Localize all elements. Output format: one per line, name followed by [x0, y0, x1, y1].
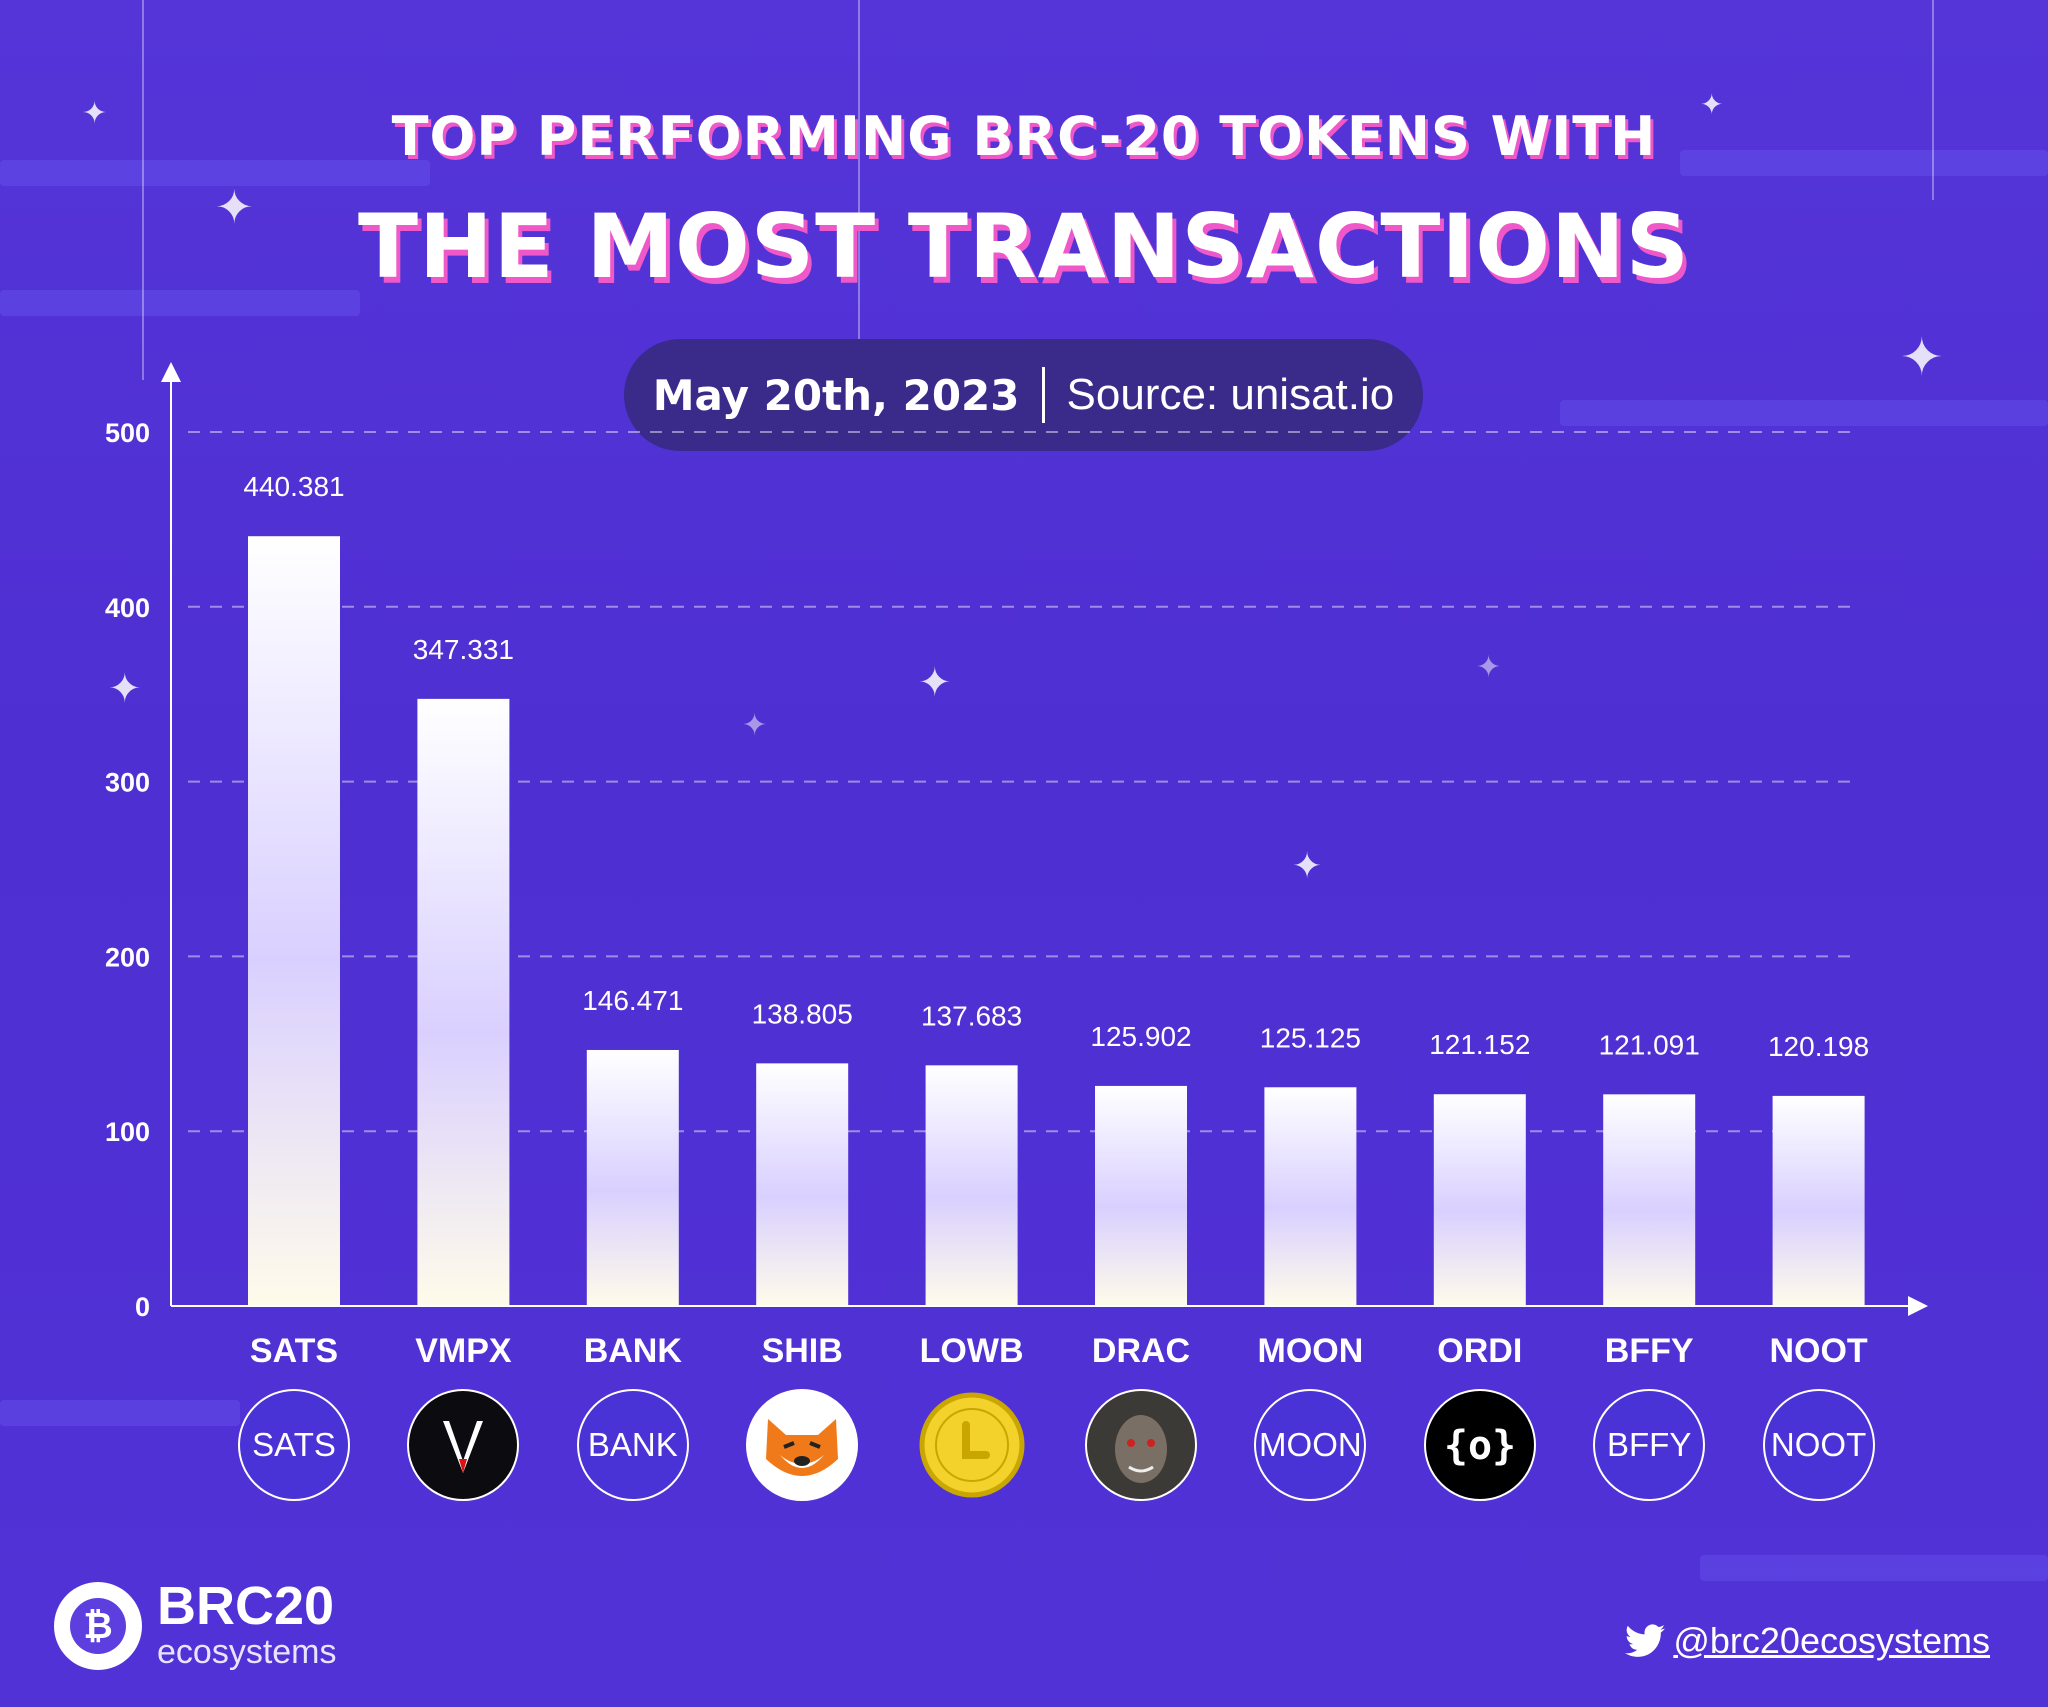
- pill-divider: [1041, 367, 1045, 423]
- token-badge-bffy: BFFY: [1593, 1389, 1706, 1501]
- token-badge-label: NOOT: [1770, 1426, 1867, 1463]
- y-tick-label: 500: [105, 418, 150, 448]
- bar-shib: [756, 1063, 849, 1306]
- category-label: VMPX: [415, 1332, 512, 1370]
- date-source-pill: May 20th, 2023 Source: unisat.io: [624, 339, 1423, 451]
- sparkle-icon: ✦: [1700, 88, 1724, 121]
- y-tick-label: 0: [135, 1292, 150, 1322]
- token-badge-label: MOON: [1259, 1426, 1362, 1463]
- value-label: 121.091: [1599, 1029, 1700, 1060]
- sparkle-icon: ✦: [215, 180, 254, 234]
- token-icon-row: SATS BANK MOON {o} BFFY NOOT: [0, 1389, 2048, 1505]
- value-label: 120.198: [1768, 1031, 1869, 1062]
- y-tick-label: 100: [105, 1117, 150, 1147]
- title-line-1: TOP PERFORMING BRC-20 TOKENS WITH: [391, 105, 1657, 168]
- svg-text:{o}: {o}: [1444, 1423, 1516, 1469]
- y-tick-label: 200: [105, 942, 150, 972]
- bar-drac: [1095, 1085, 1187, 1306]
- category-label: SATS: [250, 1332, 338, 1370]
- token-badge-sats: SATS: [238, 1389, 350, 1501]
- bar-lowb: [925, 1065, 1018, 1306]
- source-label: Source: unisat.io: [1066, 370, 1395, 419]
- category-label: NOOT: [1769, 1332, 1867, 1370]
- value-label: 137.683: [921, 1000, 1022, 1031]
- value-label: 146.471: [582, 985, 683, 1016]
- category-label: MOON: [1258, 1332, 1364, 1370]
- sparkle-icon: ✦: [1476, 650, 1502, 685]
- ordi-brackets-icon: {o}: [1423, 1389, 1536, 1501]
- vmpx-v-logo-icon: [407, 1389, 520, 1501]
- twitter-handle-text: @brc20ecosystems: [1673, 1620, 1990, 1661]
- twitter-handle-link[interactable]: @brc20ecosystems: [1625, 1620, 1990, 1662]
- token-badge-moon: MOON: [1254, 1389, 1367, 1501]
- bar-bank: [586, 1049, 679, 1306]
- value-label: 138.805: [752, 998, 853, 1029]
- category-label: ORDI: [1437, 1332, 1522, 1370]
- bg-streak: [0, 160, 430, 186]
- bg-line: [858, 0, 860, 420]
- bar-sats: [248, 536, 340, 1306]
- y-tick-label: 300: [105, 768, 150, 798]
- shiba-dog-icon: [746, 1389, 859, 1501]
- token-badge-noot: NOOT: [1762, 1389, 1875, 1501]
- token-badge-label: BFFY: [1607, 1426, 1692, 1463]
- token-badge-bank: BANK: [576, 1389, 689, 1501]
- bar-vmpx: [417, 698, 510, 1306]
- sparkle-icon: ✦: [918, 660, 952, 706]
- brand-name: BRC20: [157, 1576, 335, 1636]
- value-label: 125.125: [1260, 1022, 1361, 1053]
- category-label: BFFY: [1605, 1332, 1694, 1370]
- title-line-2: THE MOST TRANSACTIONS: [357, 195, 1691, 298]
- bg-streak: [0, 290, 360, 316]
- brc20-bitcoin-logo-icon: ₿: [54, 1582, 142, 1670]
- lowb-gold-coin-icon: [916, 1389, 1028, 1501]
- drac-face-icon: [1085, 1389, 1197, 1501]
- bg-streak: [1560, 400, 2048, 426]
- token-badge-label: SATS: [252, 1426, 336, 1463]
- value-label: 121.152: [1429, 1029, 1530, 1060]
- category-label: DRAC: [1092, 1332, 1190, 1370]
- date-label: May 20th, 2023: [652, 370, 1020, 420]
- bg-line: [1932, 0, 1934, 200]
- svg-text:₿: ₿: [83, 1606, 112, 1647]
- category-label: LOWB: [920, 1332, 1024, 1370]
- bar-moon: [1264, 1087, 1357, 1306]
- bg-line: [142, 0, 144, 380]
- sparkle-icon: ✦: [1292, 846, 1323, 887]
- category-label: BANK: [584, 1332, 683, 1370]
- bg-streak: [1700, 1555, 2048, 1581]
- sparkle-icon: ✦: [82, 96, 108, 131]
- token-badge-label: BANK: [587, 1426, 678, 1463]
- bar-noot: [1772, 1095, 1865, 1306]
- twitter-bird-icon: [1625, 1624, 1666, 1657]
- bar-ordi: [1433, 1094, 1526, 1306]
- brand-block: BRC20 ecosystems: [157, 1578, 337, 1670]
- bar-bffy: [1603, 1094, 1696, 1306]
- y-tick-label: 400: [105, 593, 150, 623]
- value-label: 125.902: [1090, 1021, 1191, 1052]
- sparkle-icon: ✦: [108, 666, 142, 712]
- category-label: SHIB: [762, 1332, 843, 1370]
- sparkle-icon: ✦: [1900, 328, 1944, 388]
- value-label: 440.381: [243, 471, 344, 502]
- bg-streak: [0, 1400, 240, 1426]
- sparkle-icon: ✦: [742, 708, 768, 743]
- bg-streak: [1680, 150, 2048, 176]
- brand-sub: ecosystems: [157, 1633, 337, 1671]
- value-label: 347.331: [413, 634, 514, 665]
